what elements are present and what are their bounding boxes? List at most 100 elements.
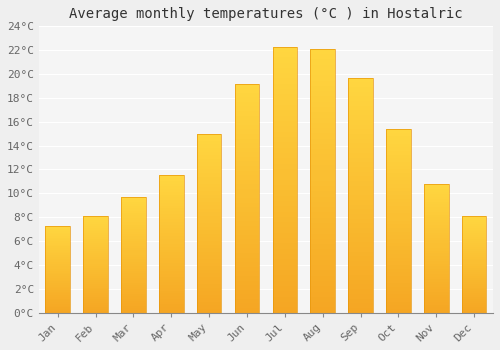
Bar bbox=[462, 309, 486, 311]
Bar bbox=[272, 180, 297, 185]
Bar bbox=[462, 231, 486, 233]
Bar bbox=[197, 209, 222, 212]
Bar bbox=[424, 310, 448, 313]
Bar bbox=[46, 267, 70, 269]
Bar bbox=[234, 235, 260, 239]
Bar bbox=[121, 211, 146, 213]
Bar bbox=[424, 308, 448, 310]
Bar bbox=[272, 94, 297, 100]
Bar bbox=[84, 299, 108, 301]
Bar bbox=[386, 239, 410, 243]
Bar bbox=[84, 268, 108, 270]
Bar bbox=[197, 212, 222, 216]
Bar bbox=[84, 272, 108, 274]
Bar bbox=[159, 197, 184, 200]
Bar bbox=[197, 241, 222, 245]
Bar bbox=[386, 158, 410, 162]
Bar bbox=[121, 232, 146, 234]
Bar bbox=[46, 243, 70, 245]
Bar bbox=[310, 302, 335, 307]
Bar bbox=[348, 308, 373, 313]
Bar bbox=[310, 202, 335, 207]
Bar bbox=[234, 88, 260, 93]
Bar bbox=[272, 297, 297, 302]
Bar bbox=[84, 224, 108, 226]
Bar bbox=[462, 266, 486, 268]
Bar bbox=[310, 307, 335, 313]
Bar bbox=[348, 134, 373, 139]
Bar bbox=[159, 208, 184, 211]
Bar bbox=[84, 303, 108, 305]
Bar bbox=[310, 297, 335, 302]
Bar bbox=[424, 256, 448, 259]
Bar bbox=[46, 239, 70, 241]
Bar bbox=[424, 259, 448, 261]
Bar bbox=[386, 302, 410, 305]
Bar bbox=[46, 295, 70, 297]
Bar bbox=[159, 236, 184, 239]
Bar bbox=[386, 232, 410, 236]
Bar bbox=[386, 129, 410, 133]
Bar bbox=[159, 302, 184, 304]
Bar bbox=[46, 269, 70, 271]
Bar bbox=[272, 270, 297, 275]
Bar bbox=[46, 225, 70, 227]
Bar bbox=[46, 311, 70, 313]
Bar bbox=[46, 250, 70, 252]
Bar bbox=[234, 111, 260, 116]
Bar bbox=[197, 266, 222, 270]
Bar bbox=[272, 164, 297, 169]
Bar bbox=[159, 233, 184, 236]
Bar bbox=[159, 228, 184, 230]
Bar bbox=[197, 205, 222, 209]
Bar bbox=[84, 264, 108, 266]
Bar bbox=[46, 283, 70, 285]
Bar bbox=[121, 227, 146, 229]
Bar bbox=[310, 212, 335, 218]
Bar bbox=[348, 261, 373, 266]
Bar bbox=[462, 218, 486, 220]
Bar bbox=[348, 176, 373, 181]
Bar bbox=[272, 238, 297, 244]
Bar bbox=[84, 311, 108, 313]
Bar bbox=[234, 130, 260, 134]
Bar bbox=[386, 236, 410, 239]
Bar bbox=[234, 303, 260, 308]
Bar bbox=[272, 169, 297, 174]
Bar bbox=[84, 307, 108, 309]
Bar bbox=[272, 100, 297, 105]
Bar bbox=[424, 186, 448, 189]
Bar bbox=[84, 293, 108, 295]
Bar bbox=[310, 218, 335, 223]
Bar bbox=[159, 217, 184, 219]
Bar bbox=[348, 266, 373, 270]
Bar bbox=[310, 186, 335, 191]
Bar bbox=[159, 230, 184, 233]
Bar bbox=[234, 299, 260, 303]
Bar bbox=[234, 294, 260, 299]
Bar bbox=[197, 148, 222, 152]
Bar bbox=[462, 245, 486, 247]
Bar bbox=[84, 230, 108, 231]
Bar bbox=[424, 276, 448, 279]
Bar bbox=[462, 228, 486, 230]
Bar bbox=[310, 191, 335, 197]
Bar bbox=[46, 229, 70, 231]
Bar bbox=[386, 298, 410, 302]
Bar bbox=[234, 148, 260, 152]
Bar bbox=[121, 287, 146, 289]
Bar bbox=[348, 106, 373, 111]
Bar bbox=[386, 147, 410, 151]
Bar bbox=[197, 219, 222, 223]
Bar bbox=[159, 299, 184, 302]
Bar bbox=[348, 87, 373, 92]
Bar bbox=[424, 264, 448, 266]
Bar bbox=[272, 217, 297, 222]
Bar bbox=[121, 250, 146, 252]
Bar bbox=[84, 274, 108, 276]
Bar bbox=[46, 255, 70, 257]
Bar bbox=[234, 106, 260, 111]
Bar bbox=[197, 280, 222, 284]
Bar bbox=[197, 256, 222, 259]
Bar bbox=[121, 292, 146, 294]
